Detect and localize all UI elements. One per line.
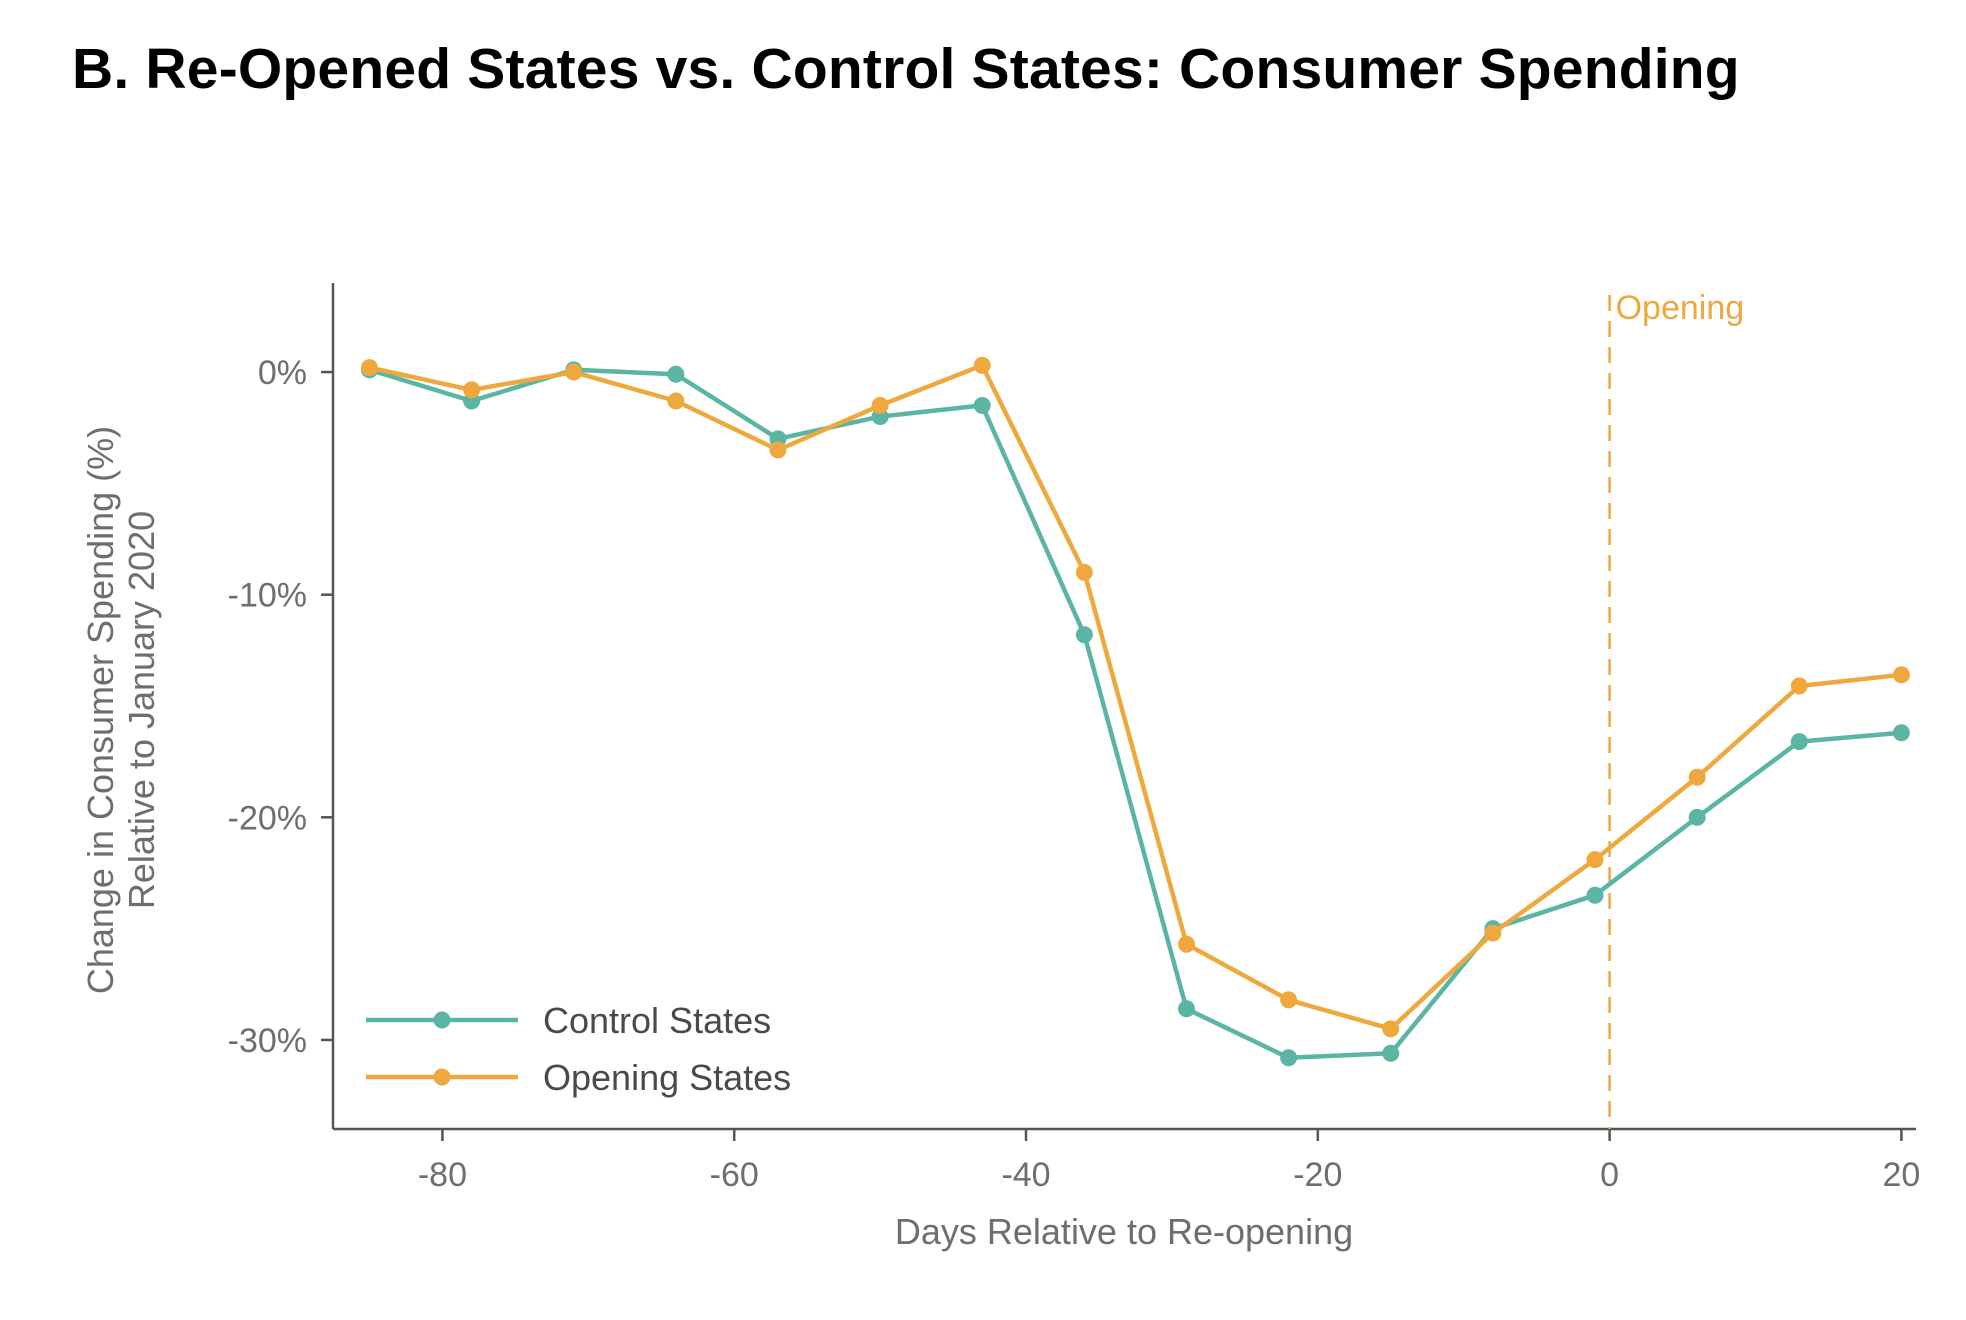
data-point-opening-states	[871, 396, 889, 414]
x-tick-label: 20	[1882, 1156, 1920, 1194]
series-line-control-states	[367, 367, 1904, 1061]
data-point-control-states	[667, 365, 685, 383]
data-point-control-states	[973, 396, 991, 414]
data-point-opening-states	[1382, 1020, 1400, 1038]
y-tick-label: -30%	[228, 1022, 307, 1060]
x-axis-title: Days Relative to Re-opening	[895, 1211, 1353, 1252]
x-tick-label: -20	[1293, 1156, 1342, 1194]
opening-label: Opening	[1616, 289, 1745, 327]
data-point-control-states	[1280, 1049, 1298, 1067]
data-point-opening-states	[1586, 851, 1604, 869]
y-tick-label: -20%	[228, 799, 307, 837]
legend-label: Control States	[543, 1000, 771, 1041]
legend-swatch-marker	[433, 1011, 451, 1029]
data-point-opening-states	[1280, 991, 1298, 1009]
legend: Control States Opening States	[366, 1000, 791, 1098]
data-point-control-states	[1586, 886, 1604, 904]
data-point-opening-states	[667, 392, 685, 410]
x-tick-label: -40	[1001, 1156, 1050, 1194]
data-point-control-states	[1790, 733, 1808, 751]
axes	[331, 283, 1916, 1131]
series-control-states	[360, 361, 1910, 1067]
y-tick-label: 0%	[258, 354, 307, 392]
data-point-opening-states	[1484, 924, 1502, 942]
data-point-opening-states	[1790, 677, 1808, 695]
legend-item-control-states: Control States	[366, 1000, 771, 1041]
legend-label: Opening States	[543, 1057, 791, 1098]
legend-swatch-marker	[433, 1068, 451, 1086]
data-point-control-states	[1892, 724, 1910, 742]
series	[360, 356, 1910, 1067]
data-point-opening-states	[973, 356, 991, 374]
y-axis-title-line-1: Change in Consumer Spending (%)	[80, 426, 121, 994]
opening-annotation: Opening	[1608, 289, 1745, 1129]
data-point-control-states	[1178, 1000, 1196, 1018]
legend-item-opening-states: Opening States	[366, 1057, 791, 1098]
x-tick-label: 0	[1600, 1156, 1619, 1194]
data-point-opening-states	[360, 359, 378, 377]
x-tick-label: -60	[710, 1156, 759, 1194]
data-point-opening-states	[565, 363, 583, 381]
series-line-opening-states	[367, 363, 1904, 1032]
y-axis-title: Change in Consumer Spending (%) Relative…	[80, 426, 162, 994]
y-tick-label: -10%	[228, 577, 307, 615]
x-tick-label: -80	[418, 1156, 467, 1194]
x-ticks: -80 -60 -40 -20 0 20	[418, 1129, 1920, 1194]
chart-title: B. Re-Opened States vs. Control States: …	[72, 37, 1740, 101]
y-ticks: 0% -10% -20% -30%	[228, 354, 333, 1060]
data-point-opening-states	[463, 381, 481, 399]
y-axis-title-line-2: Relative to January 2020	[121, 511, 162, 909]
data-point-control-states	[1075, 626, 1093, 644]
data-point-opening-states	[1178, 935, 1196, 953]
data-point-control-states	[1688, 808, 1706, 826]
data-point-opening-states	[1688, 768, 1706, 786]
data-point-opening-states	[1075, 563, 1093, 581]
data-point-opening-states	[1892, 666, 1910, 684]
data-point-opening-states	[769, 441, 787, 459]
data-point-control-states	[1382, 1044, 1400, 1062]
series-opening-states	[360, 356, 1910, 1038]
